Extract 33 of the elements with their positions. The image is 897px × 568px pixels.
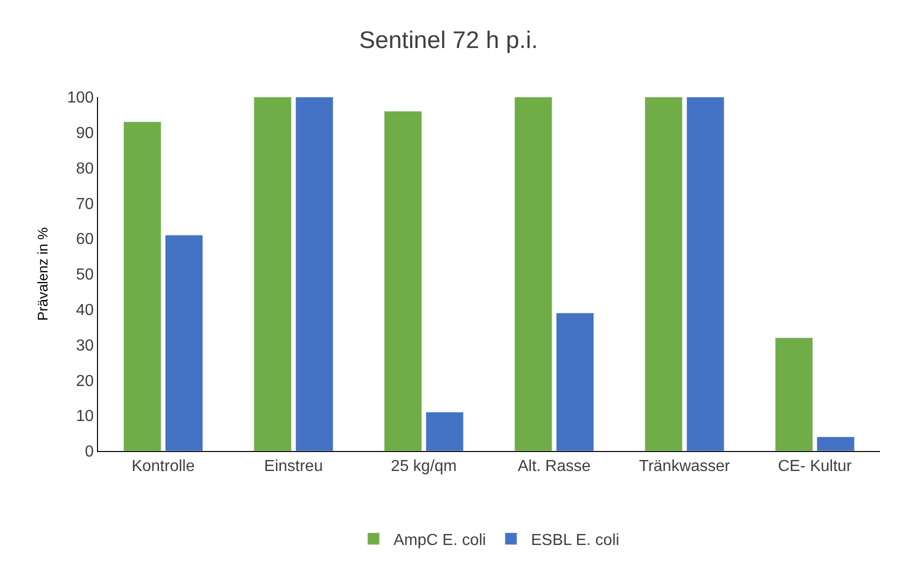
- y-tick-label: 80: [76, 160, 94, 178]
- legend-label: AmpC E. coli: [394, 532, 486, 549]
- y-tick-label: 40: [76, 302, 94, 319]
- x-tick-label: Einstreu: [264, 458, 323, 476]
- y-tick-label: 70: [76, 196, 94, 213]
- bar: [514, 97, 552, 451]
- y-tick-label: 50: [76, 266, 94, 284]
- bar: [384, 110, 422, 451]
- bar: [816, 436, 855, 451]
- y-axis-title: Prävalenz in %: [34, 227, 51, 321]
- bar: [686, 97, 724, 451]
- bar: [295, 97, 334, 451]
- x-tick-label: Tränkwasser: [639, 458, 731, 476]
- x-tick-label: CE- Kultur: [778, 458, 852, 476]
- chart-title: Sentinel 72 h p.i.: [359, 27, 538, 54]
- y-tick-label: 20: [76, 372, 94, 390]
- bar: [644, 97, 683, 451]
- y-tick-label: 10: [76, 408, 94, 426]
- bar: [254, 97, 292, 451]
- y-tick-label: 60: [76, 231, 94, 248]
- bar: [556, 312, 594, 451]
- y-tick-label: 0: [84, 444, 94, 461]
- y-tick-label: 90: [76, 125, 94, 142]
- x-tick-label: 25 kg/qm: [390, 458, 457, 476]
- bar: [123, 122, 162, 451]
- legend-label: ESBL E. coli: [530, 532, 620, 549]
- x-tick-label: Kontrolle: [132, 458, 195, 476]
- y-tick-label: 30: [76, 337, 94, 354]
- bar: [426, 412, 464, 451]
- bar: [774, 337, 813, 451]
- x-tick-label: Alt. Rasse: [518, 458, 591, 476]
- bar: [165, 234, 204, 451]
- y-tick-label: 100: [67, 90, 94, 107]
